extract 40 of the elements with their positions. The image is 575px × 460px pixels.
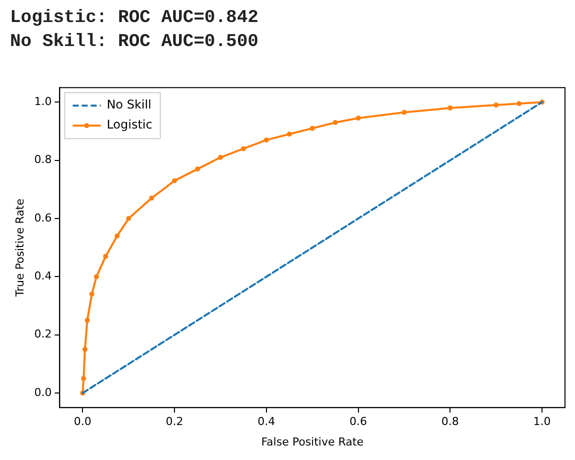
point <box>448 105 453 110</box>
point <box>81 376 86 382</box>
point <box>286 132 292 137</box>
point <box>94 274 99 280</box>
point <box>218 154 223 160</box>
text: No Skill: ROC AUC=0.500 <box>10 31 258 54</box>
y-tick-label: 0.8 <box>34 153 52 166</box>
point <box>310 126 315 131</box>
point <box>149 196 154 201</box>
y-tick-label: 0.6 <box>34 211 52 224</box>
point <box>240 146 246 152</box>
point <box>402 110 407 115</box>
point <box>356 116 361 121</box>
point <box>84 318 90 323</box>
y-tick-label: 1.0 <box>34 95 52 108</box>
point <box>82 346 88 352</box>
point <box>89 292 94 297</box>
y-tick-label: 0.0 <box>34 386 52 399</box>
point <box>195 166 200 172</box>
point <box>264 137 269 142</box>
text: Logistic: ROC AUC=0.842 <box>10 7 258 30</box>
point <box>114 233 120 238</box>
point <box>494 102 499 108</box>
legend-label: No Skill <box>106 98 152 112</box>
point <box>516 101 522 106</box>
x-tick-label: 0.8 <box>441 415 459 428</box>
x-tick-label: 0.2 <box>166 415 184 428</box>
x-tick-label: 0.4 <box>258 415 276 428</box>
x-tick-label: 0.6 <box>350 415 368 428</box>
y-tick-label: 0.2 <box>34 328 52 341</box>
point <box>172 178 178 184</box>
y-axis-title: True Positive Rate <box>13 198 26 298</box>
y-tick-label: 0.4 <box>34 270 52 283</box>
point <box>103 254 108 259</box>
legend-label: Logistic <box>106 118 152 132</box>
point <box>126 216 132 222</box>
point <box>332 120 338 126</box>
x-tick-label: 1.0 <box>533 415 551 428</box>
x-tick-label: 0.0 <box>74 415 92 428</box>
x-axis-title: False Positive Rate <box>261 435 364 448</box>
